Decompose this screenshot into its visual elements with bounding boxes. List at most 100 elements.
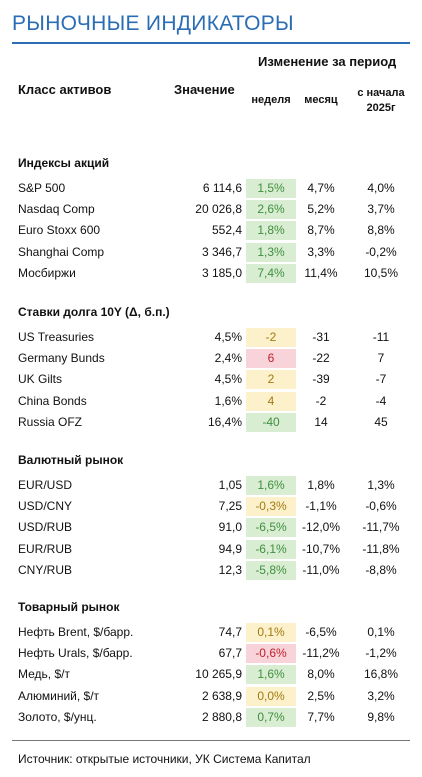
month-change: -6,5% [305,625,337,639]
month-change: -22 [312,351,330,366]
asset-name: Shanghai Comp [18,244,105,259]
asset-value: 2 880,8 [201,709,242,724]
asset-name: EUR/RUB [18,541,73,556]
week-header: неделя [251,94,291,106]
month-change: -11,0% [302,562,340,577]
value-header: Значение [174,82,235,97]
week-change: -2 [246,328,296,347]
asset-header: Класс активов [18,82,112,97]
asset-value: 4,5% [214,330,242,344]
week-change: 0,1% [246,623,296,642]
section-title: Индексы акций [18,156,110,170]
asset-name: S&P 500 [18,181,66,195]
month-change: -1,1% [305,499,337,514]
month-change: 7,7% [307,709,335,724]
asset-name: Nasdaq Comp [18,202,95,217]
title: РЫНОЧНЫЕ ИНДИКАТОРЫ [12,12,294,35]
asset-name: Euro Stoxx 600 [18,223,101,238]
week-change: 1,3% [246,242,296,262]
ytd-change: -0,2% [365,244,397,259]
ytd-change: -0,6% [365,499,397,514]
asset-value: 6 114,6 [202,181,242,195]
asset-value: 67,7 [218,646,242,661]
asset-value: 20 026,8 [195,202,242,217]
month-change: 4,7% [307,181,335,195]
month-change: -39 [312,372,330,387]
week-change: 0,7% [246,707,296,727]
asset-name: Медь, $/т [18,667,70,682]
ytd-change: -1,2% [365,646,397,661]
ytd-change: -4 [375,393,387,408]
asset-value: 1,6% [214,393,242,408]
month-change: 11,4% [304,265,338,280]
ytd-change: 4,0% [367,181,395,195]
asset-value: 3 185,0 [201,265,242,280]
week-change: 1,8% [246,221,296,241]
asset-value: 552,4 [211,223,242,238]
week-change: 1,6% [246,665,296,685]
week-change: -0,3% [246,497,296,517]
asset-name: UK Gilts [18,372,63,387]
week-change: -40 [246,412,296,432]
ytd-header: с начала 2025г [357,87,405,114]
asset-value: 2 638,9 [201,688,242,703]
month-change: -2 [315,393,327,408]
month-change: 8,7% [307,223,335,238]
footer-source: Источник: открытые источники, УК Система… [18,752,311,766]
month-change: 3,3% [307,244,335,259]
asset-name: US Treasuries [18,330,95,344]
ytd-change: 45 [374,414,388,429]
asset-value: 3 346,7 [201,244,242,259]
asset-name: Золото, $/унц. [18,709,97,724]
week-change: 2,6% [246,200,296,220]
ytd-change: -11,7% [362,520,400,535]
asset-value: 74,7 [218,625,242,639]
ytd-change: 10,5% [363,265,399,280]
section-title: Ставки долга 10Y (Δ, б.п.) [18,305,170,319]
section-title: Валютный рынок [18,453,124,467]
week-change: 0,0% [246,686,296,706]
ytd-change: -8,8% [365,562,397,577]
ytd-change: 8,8% [367,223,395,238]
asset-value: 12,3 [218,562,242,577]
asset-name: Нефть Brent, $/барр. [18,625,134,639]
month-change: 14 [314,414,328,429]
asset-value: 10 265,9 [195,667,242,682]
asset-name: EUR/USD [18,478,73,492]
asset-name: Алюминий, $/т [18,688,100,703]
month-change: 2,5% [307,688,335,703]
asset-value: 91,0 [218,520,242,535]
month-change: 5,2% [307,202,335,217]
asset-value: 94,9 [218,541,242,556]
ytd-change: -11,8% [362,541,400,556]
asset-value: 2,4% [214,351,242,366]
ytd-change: 3,7% [367,202,395,217]
week-change: 6 [246,349,296,369]
week-change: -0,6% [246,644,296,664]
ytd-change: -11 [372,330,390,344]
ytd-change: -7 [375,372,387,387]
asset-value: 7,25 [218,499,242,514]
asset-value: 4,5% [214,372,242,387]
footer-rule [12,740,410,741]
ytd-change: 16,8% [363,667,399,682]
month-change: -10,7% [301,541,341,556]
asset-value: 16,4% [207,414,242,429]
month-change: 1,8% [307,478,335,492]
asset-name: Нефть Urals, $/барр. [18,646,133,661]
ytd-change: 9,8% [367,709,395,724]
ytd-change: 1,3% [367,478,395,492]
week-change: -5,8% [246,560,296,580]
asset-value: 1,05 [218,478,242,492]
month-change: 8,0% [307,667,335,682]
asset-name: Russia OFZ [18,414,83,429]
title-rule [12,42,410,44]
month-header: месяц [304,94,338,106]
week-change: -6,5% [246,518,296,538]
asset-name: USD/CNY [18,499,73,514]
week-change: 1,6% [246,476,296,495]
ytd-change: 7 [377,351,385,366]
week-change: 2 [246,370,296,390]
month-change: -11,2% [302,646,340,661]
